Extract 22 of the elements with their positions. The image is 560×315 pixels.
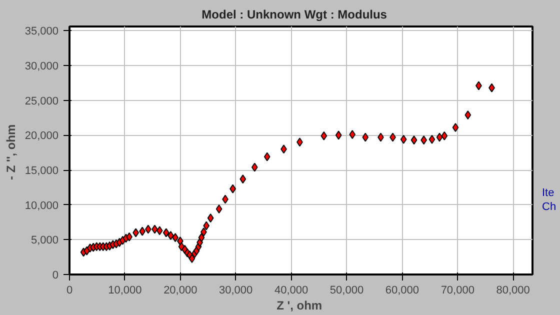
x-tick-label: 40,000 bbox=[274, 284, 308, 296]
y-tick-label: 35,000 bbox=[24, 26, 59, 38]
x-tick-label: 80,000 bbox=[496, 284, 530, 296]
x-axis-title: Z ', ohm bbox=[276, 298, 322, 312]
y-axis-title: - Z '', ohm bbox=[4, 124, 18, 180]
y-tick-label: 15,000 bbox=[24, 165, 59, 178]
text: Ch bbox=[542, 200, 556, 214]
text: Ite bbox=[542, 186, 556, 200]
x-tick-label: 10,000 bbox=[108, 284, 142, 296]
y-tick-label: 10,000 bbox=[24, 200, 59, 212]
x-tick-label: 70,000 bbox=[440, 284, 474, 296]
y-tick-label: 20,000 bbox=[24, 130, 59, 142]
y-tick-label: 0 bbox=[52, 270, 59, 282]
x-tick-label: 0 bbox=[66, 284, 73, 296]
x-tick-label: 60,000 bbox=[385, 284, 420, 296]
x-tick-label: 20,000 bbox=[164, 284, 198, 296]
x-tick-label: 50,000 bbox=[330, 284, 364, 296]
y-tick-label: 30,000 bbox=[24, 60, 59, 73]
y-tick-label: 5,000 bbox=[30, 234, 59, 247]
chart-title: Model : Unknown Wgt : Modulus bbox=[202, 8, 388, 22]
x-tick-label: 30,000 bbox=[219, 284, 253, 296]
y-tick-label: 25,000 bbox=[24, 95, 59, 108]
